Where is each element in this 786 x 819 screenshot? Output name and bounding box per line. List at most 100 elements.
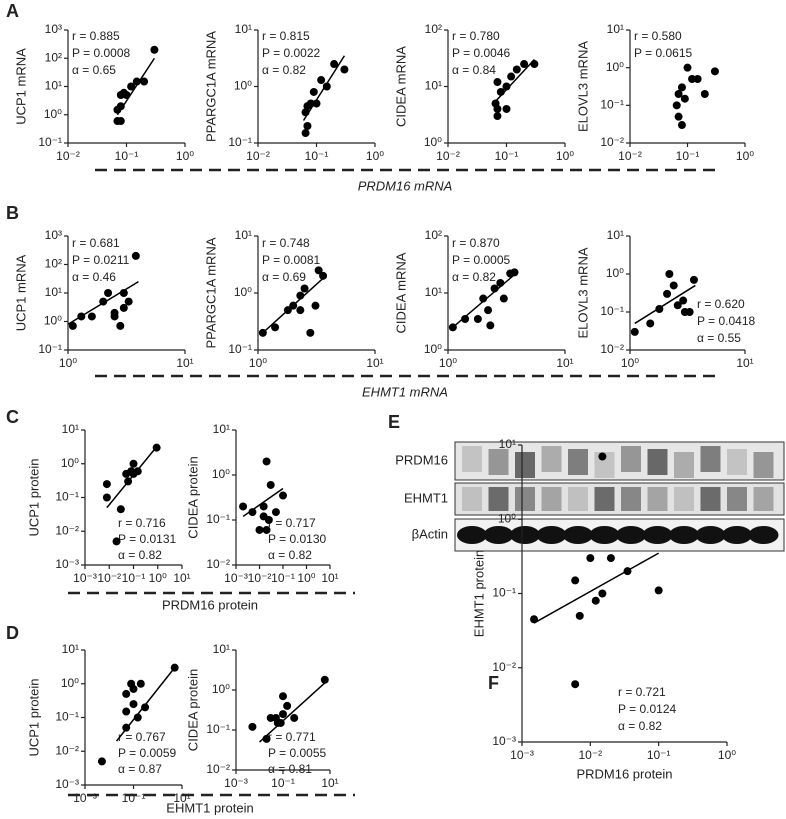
y-tick-label: 10⁻² (600, 135, 624, 149)
data-point (124, 477, 133, 486)
data-point (312, 99, 321, 108)
x-tick-label: 10⁰ (249, 356, 267, 370)
y-tick-label: 10⁰ (606, 60, 624, 74)
y-tick-label: 10⁻¹ (206, 512, 230, 526)
x-tick-label: 10¹ (366, 356, 383, 370)
data-point (693, 75, 702, 84)
data-point (248, 508, 257, 517)
y-tick-label: 10¹ (425, 79, 442, 93)
data-point (259, 502, 268, 511)
y-tick-label: 10⁻² (55, 743, 79, 757)
blot-band (748, 526, 779, 544)
data-point (319, 271, 328, 280)
shared-x-label: EHMT1 protein (166, 800, 253, 815)
y-axis-label: UCP1 protein (26, 678, 41, 756)
blot-strip (454, 482, 785, 516)
stat-annotation: P = 0.0081 (262, 253, 320, 267)
x-tick-label: 10⁻¹ (122, 791, 146, 805)
data-point (571, 680, 580, 689)
data-point (122, 707, 131, 716)
blot-band (594, 487, 615, 511)
trend-line (533, 552, 660, 624)
data-point (491, 99, 500, 108)
blot-band (536, 526, 567, 544)
data-point (262, 734, 271, 743)
y-tick-label: 10⁻¹ (228, 342, 252, 356)
data-point (129, 700, 138, 709)
x-tick-label: 10¹ (556, 356, 573, 370)
data-point (127, 82, 136, 91)
data-point (279, 710, 287, 719)
data-point (479, 294, 488, 303)
data-point (317, 76, 326, 85)
data-point (133, 713, 142, 722)
data-point (571, 576, 580, 585)
data-point (484, 306, 493, 315)
data-point (598, 452, 607, 461)
x-tick-label: 10¹ (173, 571, 190, 585)
y-tick-label: 10⁻² (492, 660, 516, 674)
data-point (679, 296, 688, 305)
y-tick-label: 10³ (45, 228, 62, 242)
y-axis-label: UCP1 protein (26, 458, 41, 536)
y-tick-label: 10⁻¹ (55, 710, 79, 724)
stat-annotation: P = 0.0211 (72, 253, 130, 267)
data-point (104, 289, 113, 297)
blot-band (488, 487, 509, 511)
x-tick-label: 10⁰ (718, 748, 736, 762)
data-point (290, 713, 299, 722)
y-tick-label: 10⁻³ (55, 557, 79, 571)
blot-band (510, 526, 540, 544)
western-blot: PRDM16 EHMT1 βActin (395, 441, 785, 552)
blot-band (515, 452, 535, 478)
blot-label: βActin (412, 526, 448, 541)
blot-band (616, 526, 646, 544)
y-tick-label: 10⁰ (61, 676, 79, 690)
data-point (330, 60, 339, 69)
data-point (279, 692, 287, 701)
y-tick-label: 10¹ (213, 642, 230, 656)
data-point (122, 689, 131, 698)
stat-annotation: P = 0.0131 (118, 532, 176, 546)
data-point (122, 723, 131, 732)
stat-annotation: P = 0.0418 (697, 314, 755, 328)
data-point (258, 328, 267, 337)
y-tick-label: 10⁻¹ (55, 490, 79, 504)
y-tick-label: 10¹ (425, 285, 442, 299)
data-point (502, 82, 511, 91)
data-point (262, 525, 271, 534)
stat-annotation: P = 0.0130 (268, 532, 326, 546)
data-point (673, 301, 682, 310)
y-tick-label: 10¹ (235, 228, 252, 242)
stat-annotation: α = 0.81 (268, 762, 312, 776)
x-tick-label: 10⁻³ (224, 776, 248, 790)
data-point (340, 65, 349, 74)
blot-band (563, 526, 593, 544)
y-tick-label: 10⁻¹ (600, 304, 624, 318)
data-point (110, 312, 119, 321)
stat-annotation: P = 0.0615 (634, 46, 692, 60)
data-point (150, 45, 159, 54)
stat-annotation: α = 0.82 (618, 719, 662, 733)
data-point (586, 554, 595, 563)
stat-annotation: α = 0.82 (452, 270, 496, 284)
stat-annotation: α = 0.65 (72, 63, 116, 77)
data-point (262, 457, 271, 466)
x-tick-label: 10⁻² (56, 149, 80, 163)
y-tick-label: 10² (425, 228, 442, 242)
data-point (314, 266, 323, 275)
data-point (688, 75, 697, 84)
data-point (119, 289, 128, 297)
data-point (97, 757, 106, 766)
data-point (520, 60, 529, 69)
x-tick-label: 10⁻¹ (271, 776, 295, 790)
y-tick-label: 10¹ (607, 22, 624, 36)
x-tick-label: 10¹ (321, 571, 338, 585)
shared-x-label: EHMT1 mRNA (362, 384, 448, 399)
data-point (124, 297, 133, 306)
stat-annotation: r = 0.748 (262, 236, 310, 250)
stat-annotation: P = 0.0055 (268, 746, 326, 760)
data-point (303, 121, 312, 130)
y-axis-label: CIDEA mRNA (393, 46, 408, 127)
y-axis-label: CIDEA protein (185, 669, 200, 751)
